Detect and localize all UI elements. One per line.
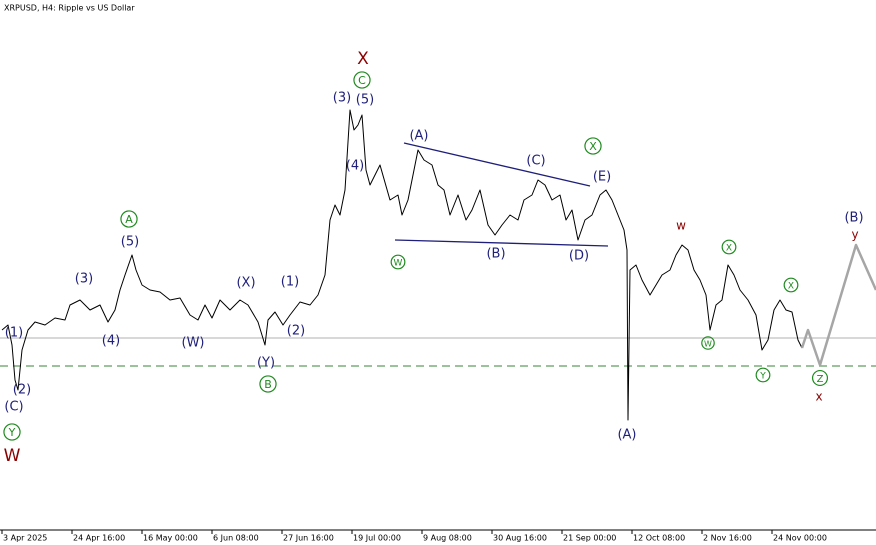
x-tick-label: 12 Oct 08:00 xyxy=(633,534,685,543)
wave-label: C xyxy=(358,74,366,87)
wave-label: (3) xyxy=(75,272,93,287)
annotation-circle xyxy=(701,336,715,350)
x-tick-label: 24 Apr 16:00 xyxy=(73,534,125,543)
wave-label: Y xyxy=(8,426,16,439)
wave-label: (C) xyxy=(526,154,545,169)
wave-label: y xyxy=(851,228,858,242)
wave-label: A xyxy=(125,213,133,226)
wave-label: (B) xyxy=(844,211,863,226)
annotation-circle xyxy=(783,277,799,293)
x-tick-label: 2 Nov 16:00 xyxy=(703,534,752,543)
wave-label: (C) xyxy=(4,400,23,415)
wave-label: x xyxy=(815,390,822,404)
annotation-circle xyxy=(390,254,406,270)
trend-line xyxy=(403,142,591,187)
wave-label: X xyxy=(589,140,597,153)
wave-label: X xyxy=(357,49,369,69)
wave-label: (4) xyxy=(102,334,120,349)
annotation-circle xyxy=(259,375,277,393)
wave-label: W xyxy=(704,340,712,349)
wave-label: (A) xyxy=(409,129,428,144)
wave-label: (D) xyxy=(569,249,589,264)
x-tick-label: 16 May 00:00 xyxy=(143,534,198,543)
wave-label: (A) xyxy=(617,428,636,443)
wave-label: (E) xyxy=(593,170,611,185)
wave-label: (B) xyxy=(486,247,505,262)
wave-label: (1) xyxy=(5,326,23,341)
wave-label: (5) xyxy=(356,93,374,108)
annotation-circle xyxy=(120,210,138,228)
annotation-circle xyxy=(584,137,602,155)
wave-label: (1) xyxy=(281,275,299,290)
wave-label: (3) xyxy=(333,91,351,106)
annotation-circle xyxy=(811,369,829,387)
price-line xyxy=(800,243,876,367)
wave-label: (2) xyxy=(13,383,31,398)
annotation-circle xyxy=(3,423,21,441)
annotation-circle xyxy=(721,239,737,255)
wave-label: (Y) xyxy=(257,356,275,371)
x-tick-label: 24 Nov 00:00 xyxy=(773,534,827,543)
x-tick-label: 3 Apr 2025 xyxy=(3,534,47,543)
wave-label: (X) xyxy=(236,276,255,291)
wave-label: B xyxy=(264,378,272,391)
annotation-circle xyxy=(755,367,771,383)
wave-label: X xyxy=(726,244,732,254)
wave-label: W xyxy=(394,259,403,269)
annotation-circle xyxy=(353,71,371,89)
wave-label: (5) xyxy=(121,235,139,250)
price-line xyxy=(1,109,803,421)
x-tick-label: 30 Aug 16:00 xyxy=(493,534,547,543)
trend-line xyxy=(394,239,609,247)
wave-label: Z xyxy=(817,374,824,385)
wave-label: Y xyxy=(759,372,766,382)
wave-label: (4) xyxy=(346,159,364,174)
wave-label: W xyxy=(4,446,21,466)
x-tick-label: 6 Jun 08:00 xyxy=(213,534,259,543)
x-tick-label: 9 Aug 08:00 xyxy=(423,534,472,543)
x-tick-label: 19 Jul 00:00 xyxy=(353,534,401,543)
wave-label: (2) xyxy=(287,324,305,339)
wave-label: (W) xyxy=(182,336,205,351)
wave-label: X xyxy=(788,282,794,292)
x-tick-label: 21 Sep 00:00 xyxy=(563,534,616,543)
wave-label: w xyxy=(676,219,686,233)
chart-title: XRPUSD, H4: Ripple vs US Dollar xyxy=(4,4,135,13)
x-tick-label: 27 Jun 16:00 xyxy=(283,534,334,543)
